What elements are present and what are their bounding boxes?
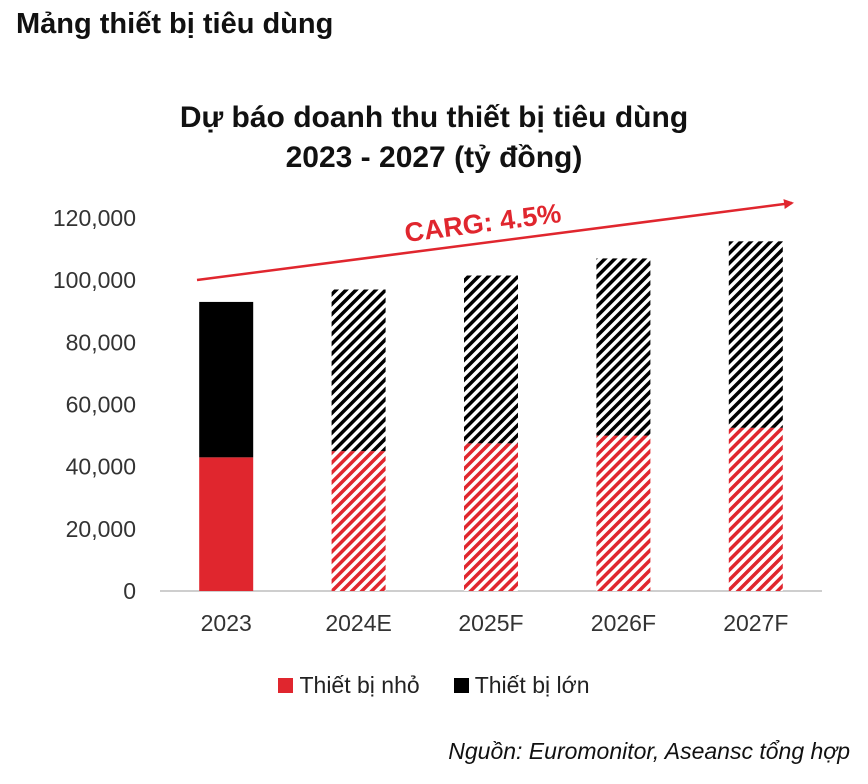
bar-large-2024E bbox=[331, 289, 386, 452]
x-axis-ticks: 2023 2024E 2025F 2026F 2027F bbox=[201, 610, 789, 636]
x-tick-label: 2026F bbox=[591, 610, 656, 636]
bar-small-2026F bbox=[596, 435, 651, 591]
y-tick-label: 100,000 bbox=[53, 267, 136, 293]
legend-swatch-small-appliances bbox=[278, 678, 294, 693]
chart-subtitle: 2023 - 2027 (tỷ đồng) bbox=[285, 141, 583, 174]
legend-item-small-appliances: Thiết bị nhỏ bbox=[278, 672, 420, 699]
legend: Thiết bị nhỏ Thiết bị lớn bbox=[0, 672, 868, 699]
x-tick-label: 2023 bbox=[201, 610, 252, 636]
y-tick-label: 120,000 bbox=[53, 205, 136, 231]
bar-large-2026F bbox=[596, 258, 651, 436]
chart-title: Dự báo doanh thu thiết bị tiêu dùng bbox=[179, 101, 689, 134]
y-axis-ticks: 0 20,000 40,000 60,000 80,000 100,000 120,000 bbox=[53, 205, 136, 604]
legend-item-large-appliances: Thiết bị lớn bbox=[453, 672, 590, 699]
chart-title-block: Dự báo doanh thu thiết bị tiêu dùng 2023… bbox=[0, 98, 868, 178]
legend-label-large-appliances: Thiết bị lớn bbox=[474, 672, 590, 698]
y-tick-label: 40,000 bbox=[66, 454, 136, 480]
bar-small-2027F bbox=[728, 427, 783, 591]
bar-large-2023 bbox=[199, 301, 254, 458]
bar-small-2024E bbox=[331, 451, 386, 591]
y-tick-label: 20,000 bbox=[66, 516, 136, 542]
x-tick-label: 2025F bbox=[458, 610, 523, 636]
legend-label-small-appliances: Thiết bị nhỏ bbox=[299, 672, 420, 698]
y-tick-label: 60,000 bbox=[66, 392, 136, 418]
x-tick-label: 2024E bbox=[325, 610, 392, 636]
bar-small-2025F bbox=[464, 443, 518, 591]
x-tick-label: 2027F bbox=[723, 610, 788, 636]
cagr-annotation: CARG: 4.5% bbox=[403, 198, 563, 248]
legend-swatch-large-appliances bbox=[453, 678, 469, 693]
y-tick-label: 0 bbox=[123, 578, 136, 604]
cagr-arrow bbox=[196, 199, 794, 282]
y-tick-label: 80,000 bbox=[66, 329, 136, 355]
source-note: Nguồn: Euromonitor, Aseansc tổng hợp bbox=[448, 738, 850, 764]
bar-small-2023 bbox=[199, 457, 254, 591]
section-title: Mảng thiết bị tiêu dùng bbox=[16, 8, 334, 40]
bars bbox=[199, 241, 783, 591]
bar-large-2025F bbox=[464, 275, 518, 444]
bar-large-2027F bbox=[728, 241, 783, 428]
